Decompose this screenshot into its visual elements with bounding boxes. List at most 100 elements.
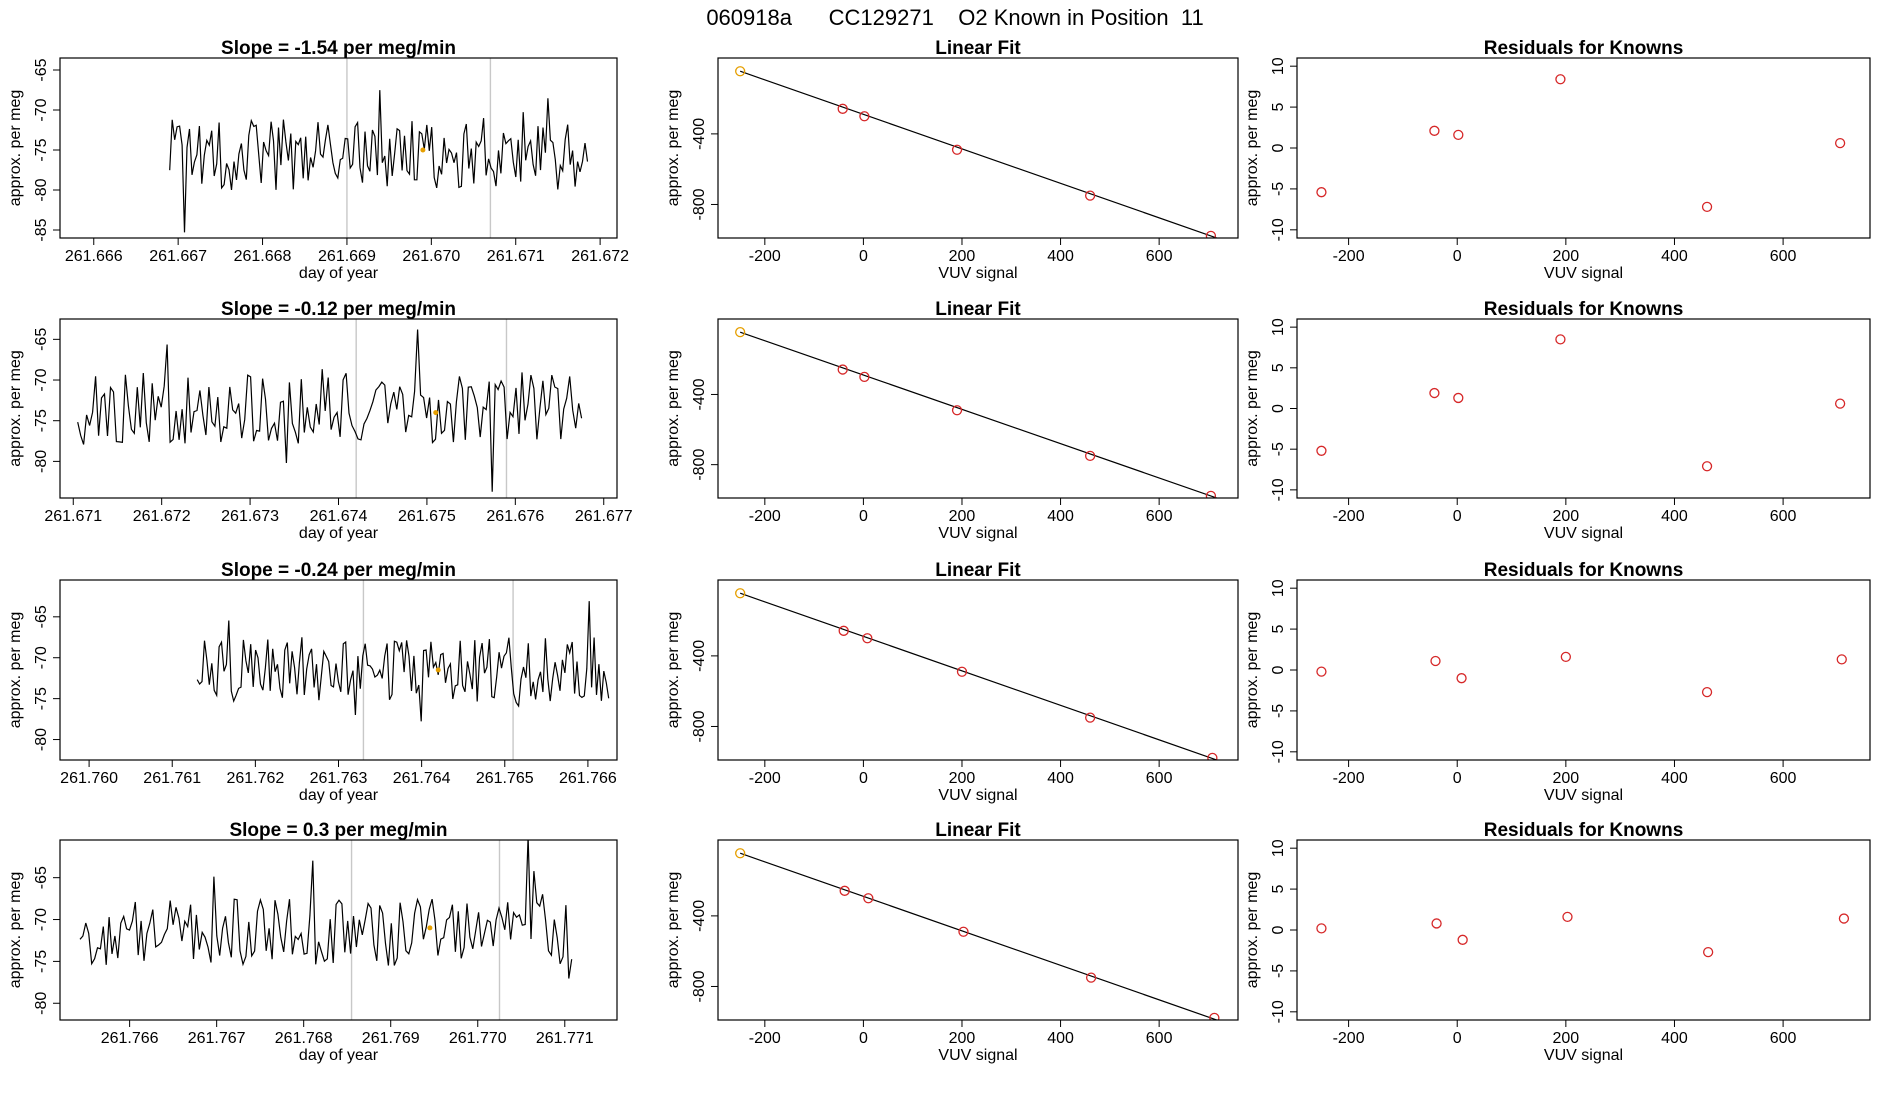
x-tick-label: 600 [1770, 508, 1797, 525]
y-tick-label: -800 [691, 188, 708, 220]
x-tick-label: -200 [749, 770, 781, 787]
fit-line [739, 592, 1219, 760]
panel-title: Slope = -0.12 per meg/min [221, 299, 456, 320]
x-tick-label: 400 [1661, 770, 1688, 787]
highlight-point [433, 410, 439, 416]
data-point [839, 885, 850, 896]
y-tick-label: -65 [33, 58, 50, 81]
x-tick-label: 600 [1146, 248, 1173, 265]
x-axis-label: VUV signal [1544, 525, 1623, 542]
y-tick-label: -10 [1270, 740, 1287, 763]
y-tick-label: -75 [33, 687, 50, 710]
x-tick-label: 261.670 [402, 248, 460, 265]
plot-area [735, 848, 1220, 1020]
data-point [1836, 654, 1847, 665]
y-tick-label: 0 [1270, 665, 1287, 674]
data-point [1562, 911, 1573, 923]
x-axis-label: VUV signal [1544, 787, 1623, 804]
y-axis-label: approx. per meg [7, 612, 24, 729]
chart-panel-fit-row1: Linear Fit -200 0 200 400 600 VUV signal -400 -8… [665, 299, 1239, 542]
y-tick-label: -400 [691, 378, 708, 410]
x-axis-label: day of year [299, 787, 379, 804]
data-point [1316, 923, 1327, 934]
chart-panel-residuals-row1: Residuals for Knowns -200 0 200 400 600 VUV si… [1244, 299, 1871, 542]
y-tick-label: -85 [33, 218, 50, 241]
data-point [1701, 201, 1713, 213]
data-point [1429, 387, 1440, 399]
data-point [1555, 74, 1566, 85]
x-tick-label: 400 [1047, 248, 1074, 265]
highlight-point [427, 925, 433, 931]
panel-title: Residuals for Knowns [1484, 38, 1684, 59]
x-tick-label: 261.674 [310, 508, 368, 525]
y-tick-label: -800 [691, 449, 708, 481]
y-tick-label: -70 [33, 98, 50, 121]
x-tick-label: 400 [1047, 1030, 1074, 1047]
x-tick-label: -200 [749, 248, 781, 265]
plot-frame [59, 318, 618, 499]
y-tick-label: -80 [33, 178, 50, 201]
y-tick-label: -80 [33, 450, 50, 473]
data-point [735, 588, 746, 599]
plot-frame [1296, 839, 1871, 1021]
data-point [1702, 946, 1714, 958]
data-point [1316, 666, 1327, 677]
y-axis-label: approx. per meg [1244, 350, 1261, 467]
y-tick-label: 10 [1270, 57, 1287, 75]
x-axis-label: day of year [299, 265, 379, 282]
y-tick-label: 0 [1270, 404, 1287, 413]
x-tick-label: 200 [1552, 770, 1579, 787]
plot-area [169, 90, 589, 233]
y-tick-label: -80 [33, 728, 50, 751]
x-tick-label: -200 [749, 1030, 781, 1047]
x-tick-label: 200 [949, 770, 976, 787]
data-point [859, 111, 870, 122]
y-axis-label: approx. per meg [1244, 612, 1261, 729]
data-point [1209, 1012, 1220, 1020]
x-tick-label: 600 [1770, 770, 1797, 787]
fit-line [739, 331, 1219, 498]
y-tick-label: -70 [33, 368, 50, 391]
x-tick-label: 200 [1552, 248, 1579, 265]
x-tick-label: 261.760 [60, 770, 118, 787]
chart-panel-timeseries-row2: Slope = -0.24 per meg/min 261.760 261.761 2… [7, 560, 618, 804]
panel-title: Linear Fit [935, 38, 1021, 59]
data-series-line [169, 90, 589, 233]
data-point [951, 144, 963, 155]
plot-frame [1296, 318, 1871, 499]
data-point [1084, 450, 1096, 462]
plot-area [79, 840, 573, 979]
x-tick-label: -200 [1333, 508, 1365, 525]
x-tick-label: -200 [1333, 770, 1365, 787]
data-series-line [196, 601, 610, 722]
y-axis-label: approx. per meg [7, 872, 24, 989]
x-tick-label: 0 [1453, 1030, 1462, 1047]
x-tick-label: 0 [859, 508, 868, 525]
y-axis-label: approx. per meg [665, 350, 682, 467]
data-point [837, 103, 848, 114]
panel-title: Linear Fit [935, 299, 1021, 320]
x-tick-label: 261.672 [133, 508, 191, 525]
data-point [1453, 392, 1464, 404]
x-tick-label: 261.676 [486, 508, 544, 525]
data-point [837, 364, 848, 375]
panel-title: Residuals for Knowns [1484, 299, 1684, 320]
x-tick-label: 600 [1770, 248, 1797, 265]
data-point [1560, 651, 1571, 663]
x-tick-label: -200 [749, 508, 781, 525]
plot-frame [1296, 57, 1871, 239]
y-axis-label: approx. per meg [1244, 872, 1261, 989]
x-tick-label: 261.768 [275, 1030, 333, 1047]
x-tick-label: 261.761 [143, 770, 201, 787]
fit-line [739, 852, 1219, 1020]
x-tick-label: 0 [859, 248, 868, 265]
y-tick-label: 10 [1270, 579, 1287, 597]
x-tick-label: 600 [1146, 508, 1173, 525]
y-axis-label: approx. per meg [7, 350, 24, 467]
y-tick-label: 5 [1270, 625, 1287, 634]
x-tick-label: 200 [949, 1030, 976, 1047]
x-tick-label: 400 [1661, 248, 1688, 265]
y-tick-label: 10 [1270, 318, 1287, 336]
data-point [956, 666, 968, 677]
y-tick-label: -10 [1270, 1000, 1287, 1023]
